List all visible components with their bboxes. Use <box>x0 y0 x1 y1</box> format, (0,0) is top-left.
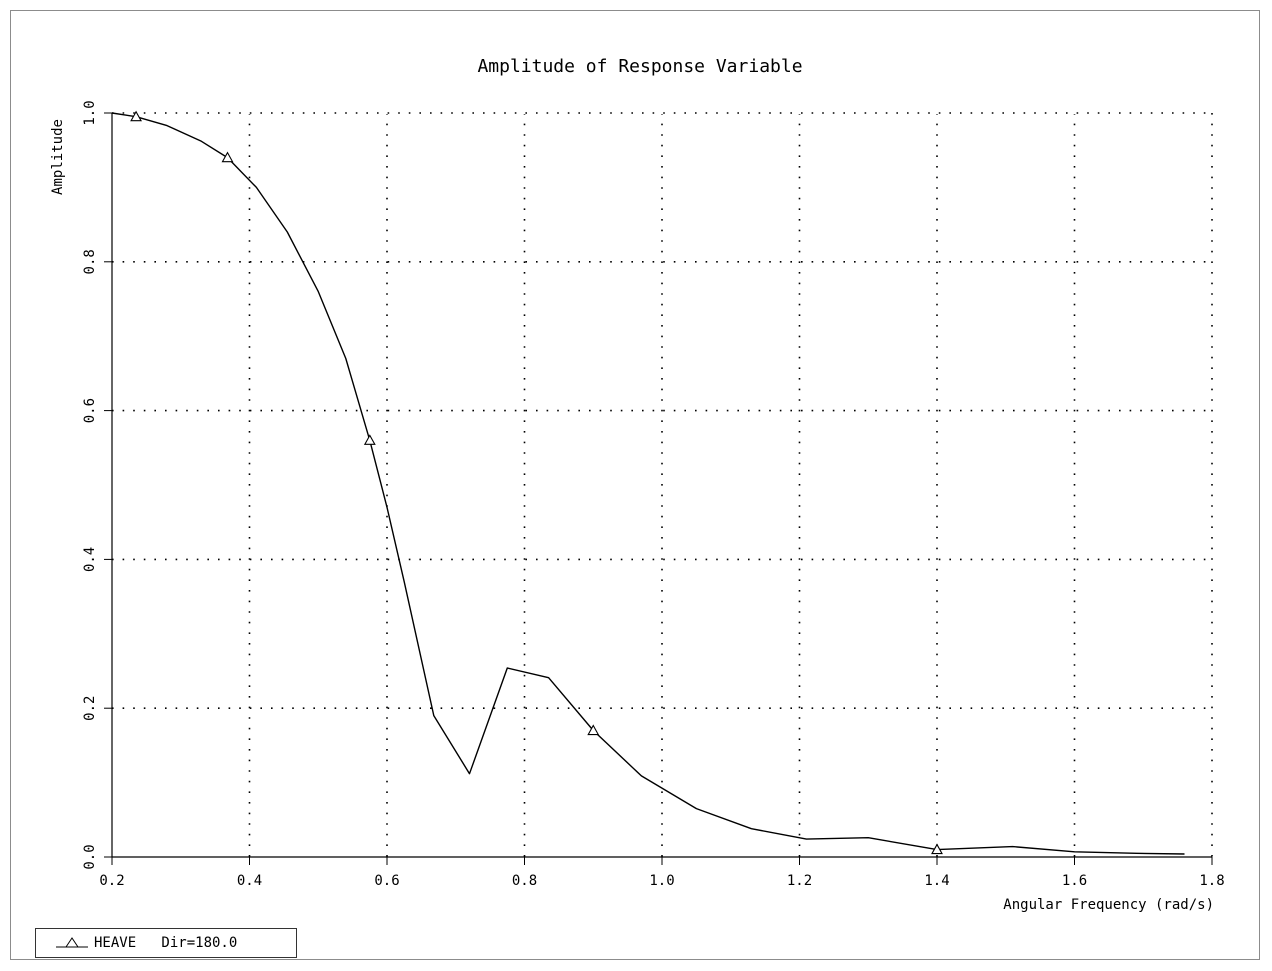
legend-line-triangle-icon <box>56 937 88 948</box>
x-tick-label: 0.2 <box>99 873 124 889</box>
y-tick-label: 0.8 <box>82 249 98 274</box>
triangle-marker <box>130 110 142 122</box>
x-tick-label: 0.4 <box>237 873 262 889</box>
x-tick-label: 1.2 <box>787 873 812 889</box>
grid <box>111 112 1213 858</box>
chart-title: Amplitude of Response Variable <box>477 56 802 77</box>
y-tick-label: 1.0 <box>82 100 98 125</box>
triangle-marker <box>221 151 234 163</box>
legend-label: HEAVE Dir=180.0 <box>94 935 238 951</box>
x-tick-label: 0.6 <box>374 873 399 889</box>
triangle-marker <box>587 724 600 736</box>
y-tick-label: 0.4 <box>82 547 98 572</box>
y-tick-label: 0.2 <box>82 696 98 721</box>
legend: HEAVE Dir=180.0 <box>35 928 297 958</box>
triangle-marker <box>931 843 943 855</box>
x-tick-label: 1.4 <box>924 873 949 889</box>
y-axis-label: Amplitude <box>50 119 66 195</box>
y-tick-label: 0.0 <box>82 844 98 869</box>
triangle-marker <box>363 434 376 445</box>
chart-frame <box>10 10 1260 960</box>
x-tick-label: 1.6 <box>1062 873 1087 889</box>
series-line <box>111 112 1185 855</box>
axis-ticks: 0.2 0.4 0.6 0.8 1.0 1.2 1.4 1.6 1.80.00.20.40.60… <box>82 100 1225 889</box>
x-tick-label: 0.8 <box>512 873 537 889</box>
x-tick-label: 1.8 <box>1199 873 1224 889</box>
series-heave <box>111 110 1185 855</box>
x-tick-label: 1.0 <box>649 873 674 889</box>
y-tick-label: 0.6 <box>82 398 98 423</box>
x-axis-label: Angular Frequency (rad/s) <box>1003 897 1214 913</box>
